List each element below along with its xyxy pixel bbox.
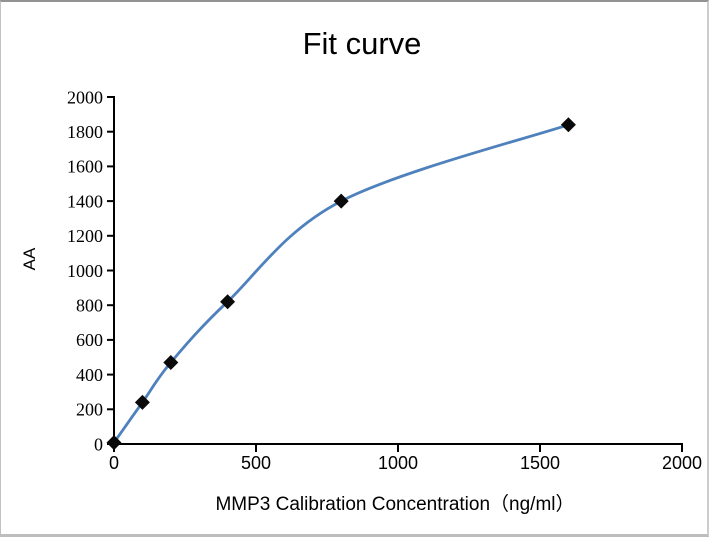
data-point-marker <box>333 193 349 209</box>
x-axis: 0 500 1000 1500 2000 <box>109 443 702 473</box>
data-point-marker <box>220 294 236 310</box>
y-tick-label: 1000 <box>67 261 103 281</box>
data-point-marker <box>163 354 179 370</box>
y-axis-label: AA <box>20 247 39 270</box>
data-point-marker <box>106 435 122 451</box>
y-tick-label: 1600 <box>67 157 103 177</box>
y-tick-label: 800 <box>76 296 103 316</box>
x-tick-label: 1000 <box>378 453 418 473</box>
x-axis-label: MMP3 Calibration Concentration（ng/ml） <box>215 493 574 515</box>
y-tick-label: 400 <box>76 365 103 385</box>
y-tick-label: 0 <box>94 434 103 454</box>
y-tick-label: 200 <box>76 400 103 420</box>
fit-curve-line <box>112 123 570 444</box>
x-tick-label: 500 <box>241 453 271 473</box>
x-tick-label: 2000 <box>662 453 702 473</box>
y-tick-label: 1400 <box>67 191 103 211</box>
y-axis: 0 200 400 600 800 1000 1200 1400 1600 1800 2000 <box>67 87 115 454</box>
y-tick-label: 1200 <box>67 226 103 246</box>
x-tick-label: 0 <box>109 453 119 473</box>
y-tick-label: 600 <box>76 330 103 350</box>
data-points <box>106 117 576 451</box>
data-point-marker <box>134 394 150 410</box>
x-tick-label: 1500 <box>520 453 560 473</box>
y-tick-label: 1800 <box>67 122 103 142</box>
y-tick-label: 2000 <box>67 87 103 107</box>
data-point-marker <box>560 117 576 133</box>
chart-title: Fit curve <box>303 26 422 61</box>
